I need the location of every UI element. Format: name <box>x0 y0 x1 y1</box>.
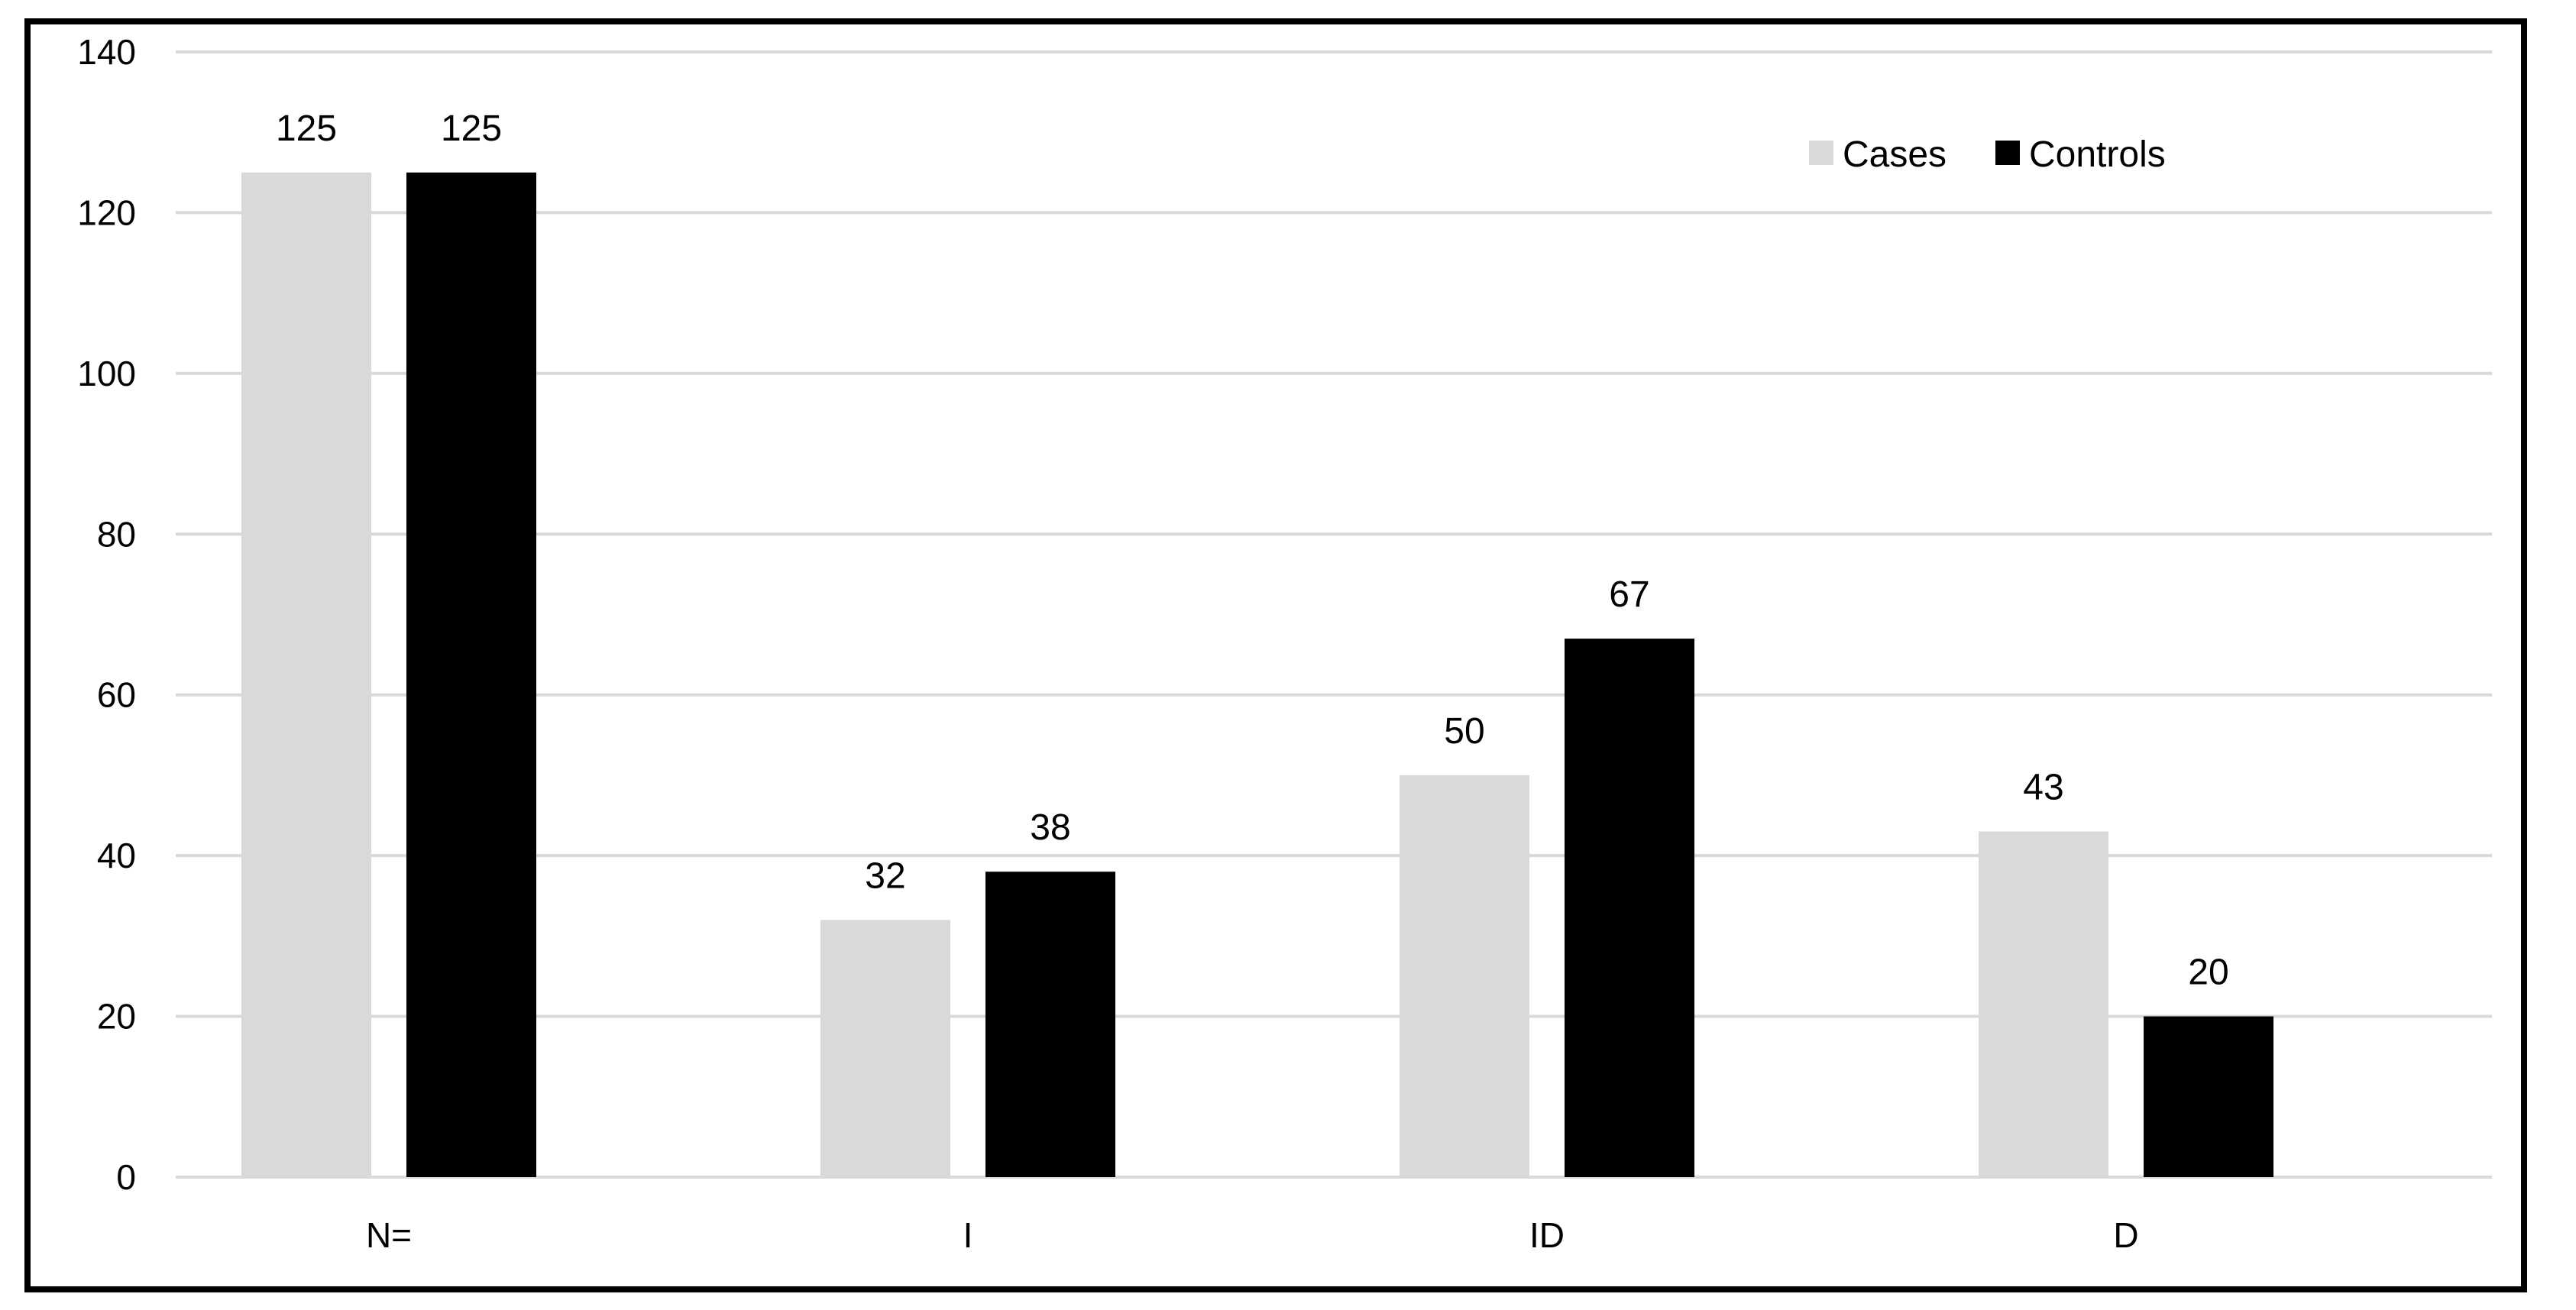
y-axis: 0 20 40 60 80 100 120 140 <box>77 32 136 1197</box>
legend-swatch-controls <box>1995 141 2020 165</box>
data-label: 125 <box>441 108 502 149</box>
y-tick-label: 40 <box>97 836 136 875</box>
data-label: 50 <box>1444 711 1484 752</box>
y-tick-label: 0 <box>116 1157 136 1197</box>
bar-cases-1 <box>241 172 371 1178</box>
data-labels: 125 125 32 38 50 67 43 20 <box>276 108 2229 993</box>
y-tick-label: 140 <box>77 32 136 72</box>
legend: Cases Controls <box>1809 134 2166 175</box>
y-tick-label: 20 <box>97 997 136 1037</box>
legend-swatch-cases <box>1809 141 1833 165</box>
y-tick-label: 60 <box>97 675 136 715</box>
bar-cases-3 <box>1400 775 1529 1177</box>
bar-cases-2 <box>820 920 950 1177</box>
bar-cases-4 <box>1979 831 2108 1177</box>
x-tick-label: ID <box>1529 1215 1565 1255</box>
bar-controls-2 <box>985 872 1115 1177</box>
legend-label-controls: Controls <box>2029 134 2166 175</box>
x-tick-label: I <box>963 1215 973 1255</box>
bar-controls-4 <box>2144 1016 2273 1177</box>
bar-controls-1 <box>406 172 536 1178</box>
y-tick-label: 80 <box>97 514 136 554</box>
data-label: 67 <box>1609 574 1649 615</box>
x-axis: N= I ID D <box>366 1215 2139 1255</box>
y-tick-label: 100 <box>77 354 136 393</box>
data-label: 32 <box>865 856 905 896</box>
data-label: 20 <box>2188 953 2228 993</box>
legend-label-cases: Cases <box>1843 134 1947 175</box>
x-tick-label: D <box>2113 1215 2138 1255</box>
data-label: 125 <box>276 108 337 149</box>
bar-controls-3 <box>1565 639 1694 1177</box>
y-tick-label: 120 <box>77 192 136 232</box>
x-tick-label: N= <box>366 1215 412 1255</box>
data-label: 43 <box>2023 768 2063 808</box>
data-label: 38 <box>1030 807 1070 848</box>
bars <box>241 172 2273 1178</box>
